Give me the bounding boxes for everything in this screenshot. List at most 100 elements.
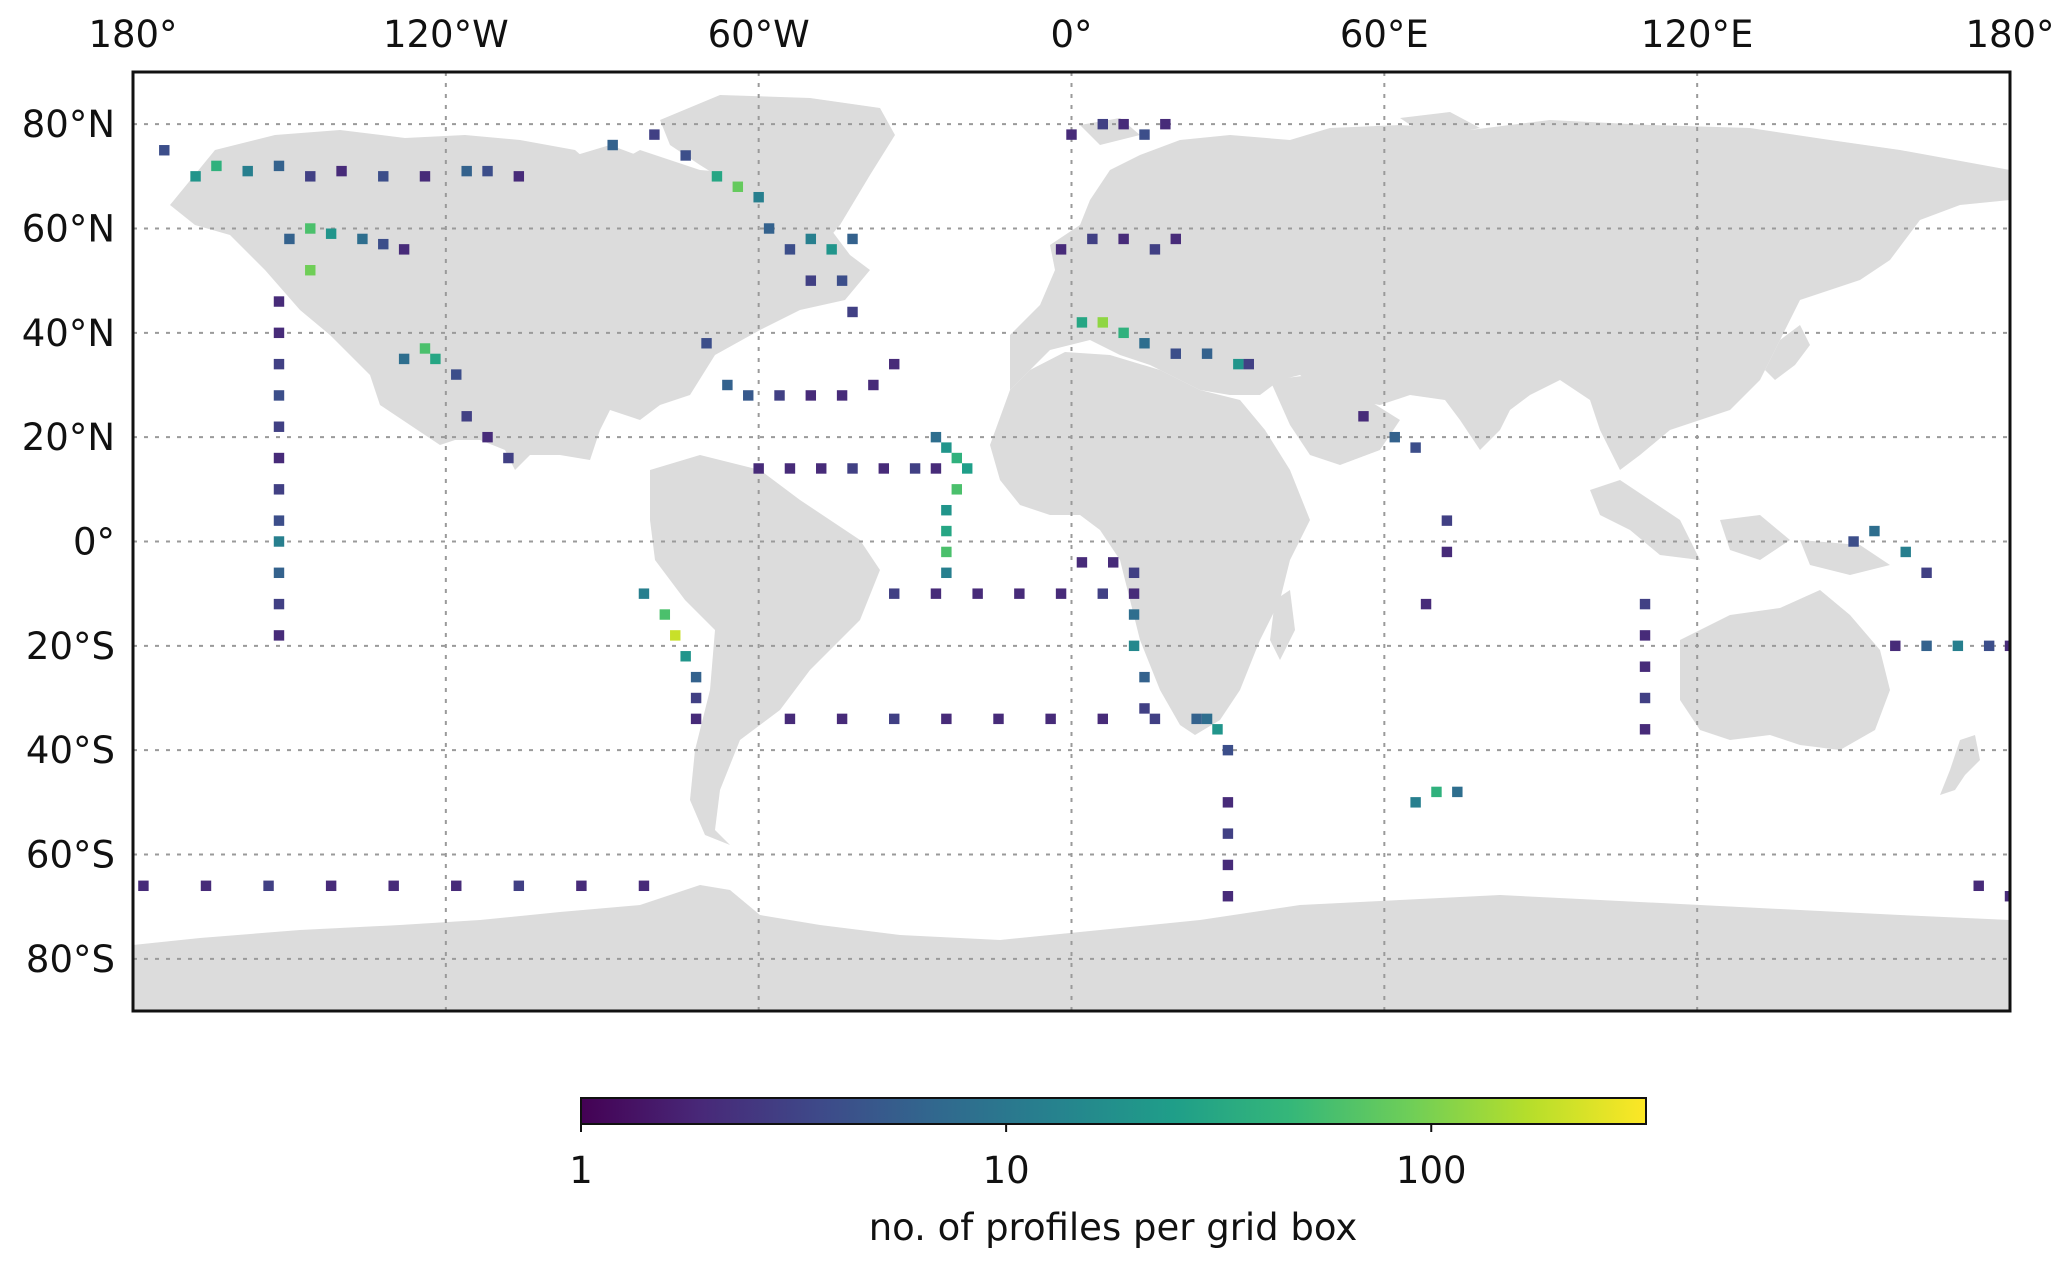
grid-box-cell [273, 484, 285, 495]
lon-tick-label: 120°E [1641, 13, 1754, 56]
grid-box-cell [1222, 828, 1234, 839]
grid-box-cell [847, 233, 858, 245]
grid-box-cell [1201, 713, 1213, 725]
grid-box-cell [211, 160, 222, 172]
grid-box-cell [1128, 567, 1140, 579]
grid-box-cell [273, 160, 285, 172]
grid-box-cell [659, 609, 671, 620]
grid-box-cell [753, 463, 764, 474]
grid-box-cell [774, 390, 785, 401]
grid-box-cell [649, 129, 660, 140]
grid-box-cell [1921, 640, 1932, 652]
land-arabia [1270, 375, 1400, 465]
grid-box-cell [273, 515, 285, 526]
grid-box-cell [638, 588, 650, 599]
grid-box-cell [1869, 525, 1880, 537]
grid-box-cell [1118, 327, 1129, 339]
grid-box-cell [826, 244, 837, 255]
grid-box-cell [2004, 640, 2010, 652]
grid-box-cell [889, 588, 900, 599]
lat-tick-label: 20°S [26, 625, 115, 668]
grid-box-cell [805, 275, 817, 286]
grid-box-cell [1441, 515, 1453, 526]
grid-box-cell [878, 463, 890, 474]
grid-box-cell [1055, 588, 1067, 599]
grid-box-cell [1639, 724, 1651, 735]
grid-box-cell [1139, 129, 1150, 140]
grid-box-cell [325, 228, 337, 239]
grid-box-cell [1170, 233, 1181, 245]
grid-box-cell [847, 306, 858, 318]
grid-box-cell [1087, 233, 1098, 245]
grid-box-cell [930, 431, 942, 443]
grid-box-cell [941, 525, 952, 537]
grid-box-cell [951, 452, 963, 464]
grid-box-cell [1045, 713, 1056, 725]
grid-box-cell [513, 171, 525, 182]
grid-box-cell [398, 353, 410, 365]
land-layer [133, 95, 2010, 1011]
grid-box-cell [784, 244, 796, 255]
grid-box-cell [722, 379, 733, 391]
grid-box-cell [1139, 703, 1150, 714]
grid-box-cell [1160, 118, 1171, 130]
grid-box-cell [690, 713, 702, 725]
grid-box-cell [1431, 786, 1442, 798]
grid-box-cell [273, 327, 285, 339]
grid-box-cell [1441, 546, 1453, 558]
grid-box-cell [503, 452, 514, 464]
grid-box-cell [732, 181, 744, 192]
lon-tick-label: 180° [88, 13, 177, 56]
grid-box-cell [1066, 129, 1077, 140]
grid-box-cell [388, 880, 399, 892]
grid-box-cell [1128, 588, 1140, 599]
gridlines [133, 72, 2010, 1011]
grid-box-cell [763, 223, 775, 234]
land-africa [990, 352, 1310, 735]
grid-box-cell [1222, 859, 1234, 871]
lat-tick-label: 80°S [26, 938, 115, 981]
grid-box-cell [513, 880, 525, 892]
grid-box-cell [576, 880, 587, 892]
grid-box-cell [451, 880, 462, 892]
grid-box-cell [1639, 630, 1651, 641]
lat-tick-label: 80°N [22, 103, 115, 146]
grid-box-cell [2004, 891, 2010, 902]
colorbar-ticks: 1 10 100 [569, 1124, 1467, 1192]
grid-box-cell [284, 233, 295, 245]
grid-box-cell [680, 651, 691, 662]
lat-tick-label: 20°N [22, 416, 115, 459]
grid-box-cell [1358, 411, 1369, 422]
grid-box-cell [482, 165, 493, 177]
grid-box-cell [941, 567, 952, 579]
grid-box-cell [1639, 661, 1651, 672]
grid-box-cell [378, 171, 389, 182]
grid-box-cell [1410, 797, 1421, 808]
grid-box-cell [1076, 317, 1088, 328]
grid-box-cell [305, 265, 316, 276]
grid-box-cell [200, 880, 212, 892]
grid-box-cell [273, 630, 285, 641]
grid-box-cell [1139, 671, 1150, 683]
grid-box-cell [398, 244, 410, 255]
grid-box-cell [690, 692, 702, 704]
lat-tick-label: 60°N [22, 208, 115, 251]
grid-box-cell [273, 390, 285, 401]
grid-box-cell [1973, 880, 1984, 892]
grid-box-cell [1076, 557, 1088, 568]
grid-box-cell [1900, 546, 1911, 558]
grid-box-cell [941, 442, 952, 453]
grid-box-cell [1055, 244, 1067, 255]
lon-tick-label: 60°W [708, 13, 810, 56]
grid-box-cell [1639, 692, 1651, 704]
grid-box-cell [638, 880, 650, 892]
grid-box-cell [1097, 118, 1108, 130]
grid-box-cell [670, 630, 681, 641]
grid-box-cell [836, 275, 848, 286]
grid-box-cell [273, 296, 285, 307]
grid-box-cell [1170, 348, 1181, 359]
grid-box-cell [1149, 713, 1161, 725]
map-area [131, 70, 2012, 1013]
grid-box-cell [889, 713, 900, 725]
grid-box-cell [1921, 567, 1932, 579]
